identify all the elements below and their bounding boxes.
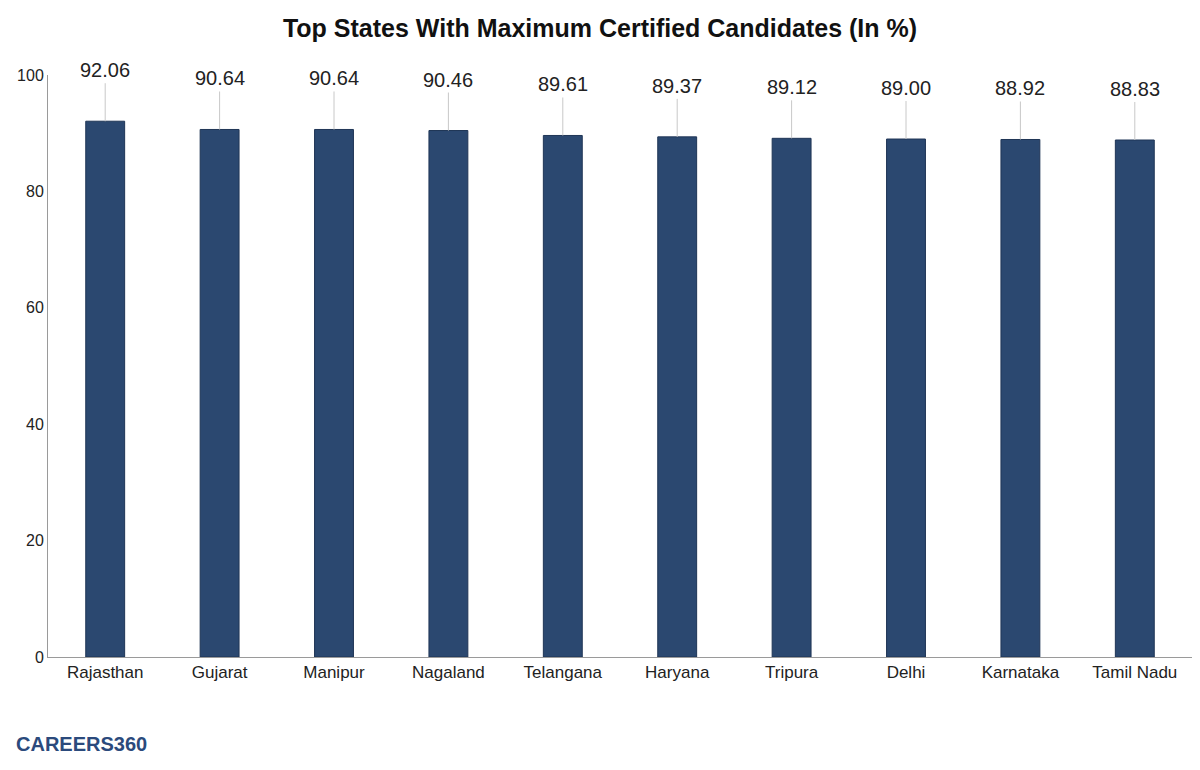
svg-text:90.46: 90.46 bbox=[423, 69, 473, 91]
svg-text:80: 80 bbox=[26, 183, 44, 200]
svg-text:Tripura: Tripura bbox=[765, 663, 819, 682]
svg-text:89.37: 89.37 bbox=[652, 75, 702, 97]
svg-text:Telangana: Telangana bbox=[524, 663, 603, 682]
svg-text:90.64: 90.64 bbox=[309, 67, 359, 89]
svg-text:Nagaland: Nagaland bbox=[412, 663, 485, 682]
svg-text:90.64: 90.64 bbox=[195, 67, 245, 89]
svg-text:100: 100 bbox=[17, 67, 44, 84]
svg-text:Rajasthan: Rajasthan bbox=[67, 663, 144, 682]
svg-text:88.83: 88.83 bbox=[1110, 78, 1160, 100]
svg-text:Tamil Nadu: Tamil Nadu bbox=[1092, 663, 1177, 682]
svg-text:Manipur: Manipur bbox=[303, 663, 365, 682]
svg-text:Top States With Maximum Certif: Top States With Maximum Certified Candid… bbox=[283, 14, 917, 42]
svg-text:89.61: 89.61 bbox=[538, 73, 588, 95]
svg-text:Gujarat: Gujarat bbox=[192, 663, 248, 682]
svg-text:60: 60 bbox=[26, 299, 44, 316]
svg-text:92.06: 92.06 bbox=[80, 59, 130, 81]
svg-text:89.12: 89.12 bbox=[767, 76, 817, 98]
svg-text:40: 40 bbox=[26, 416, 44, 433]
svg-text:Karnataka: Karnataka bbox=[982, 663, 1060, 682]
svg-text:Delhi: Delhi bbox=[887, 663, 926, 682]
svg-text:89.00: 89.00 bbox=[881, 77, 931, 99]
svg-text:0: 0 bbox=[35, 649, 44, 666]
svg-text:Haryana: Haryana bbox=[645, 663, 710, 682]
svg-text:CAREERS360: CAREERS360 bbox=[16, 733, 147, 755]
svg-text:20: 20 bbox=[26, 532, 44, 549]
svg-text:88.92: 88.92 bbox=[995, 77, 1045, 99]
